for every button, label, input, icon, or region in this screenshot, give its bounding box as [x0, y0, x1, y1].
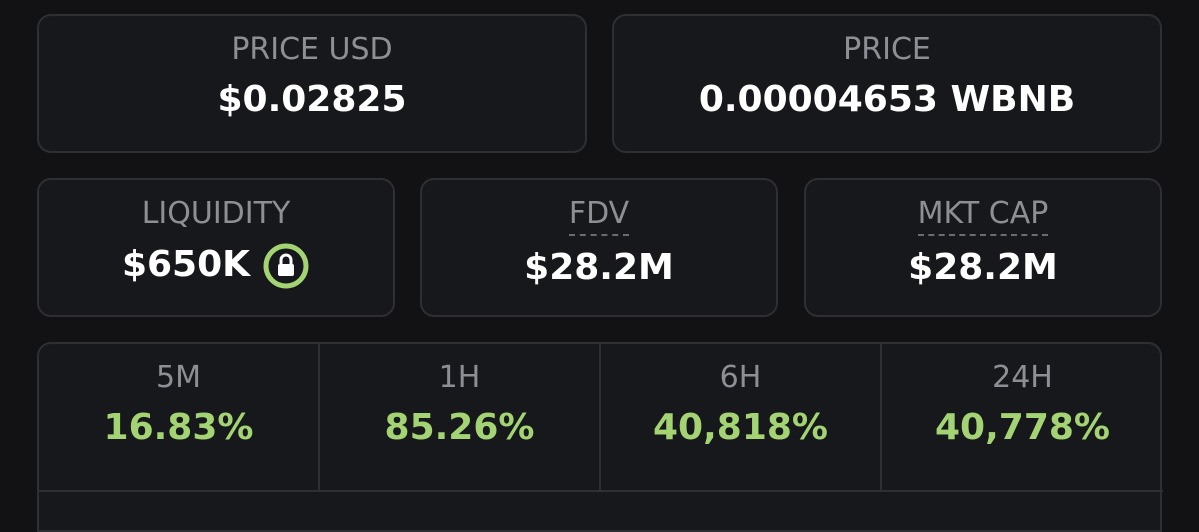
- price-card: PRICE 0.00004653 WBNB: [612, 14, 1162, 153]
- label[interactable]: FDV: [568, 196, 630, 236]
- liquidity-card: LIQUIDITY $650K: [37, 178, 395, 317]
- value: $28.2M: [908, 247, 1058, 288]
- price-usd-card: PRICE USD $0.02825: [37, 14, 587, 153]
- price-change-grid: 5M 16.83% 1H 85.26% 6H 40,818% 24H 40,778%: [37, 342, 1163, 532]
- label: PRICE USD: [231, 32, 393, 67]
- change-cell[interactable]: 1H 85.26%: [320, 344, 601, 492]
- fdv-card: FDV $28.2M: [420, 178, 778, 317]
- value: $0.02825: [217, 79, 407, 120]
- mkt-cap-card: MKT CAP $28.2M: [804, 178, 1162, 317]
- change-cell[interactable]: 5M 16.83%: [39, 344, 320, 492]
- label[interactable]: MKT CAP: [917, 196, 1049, 236]
- value: 40,778%: [935, 407, 1110, 448]
- change-cell[interactable]: 6H 40,818%: [601, 344, 882, 492]
- value: 16.83%: [103, 407, 254, 448]
- value: $28.2M: [524, 247, 674, 288]
- label-row: MKT CAP: [806, 196, 1160, 236]
- label: 24H: [992, 360, 1053, 395]
- change-cell[interactable]: 24H 40,778%: [882, 344, 1163, 492]
- value-row: $650K: [39, 242, 393, 290]
- lock-icon[interactable]: [262, 242, 310, 290]
- label: 1H: [438, 360, 481, 395]
- label: 5M: [156, 360, 201, 395]
- label: 6H: [719, 360, 762, 395]
- value: 85.26%: [384, 407, 535, 448]
- label-row: FDV: [422, 196, 776, 236]
- page: PRICE USD $0.02825 PRICE 0.00004653 WBNB…: [37, 14, 1163, 532]
- value: $650K: [121, 244, 251, 285]
- value: 40,818%: [653, 407, 828, 448]
- label: PRICE: [843, 32, 931, 67]
- label: LIQUIDITY: [141, 196, 291, 231]
- value: 0.00004653 WBNB: [698, 79, 1076, 120]
